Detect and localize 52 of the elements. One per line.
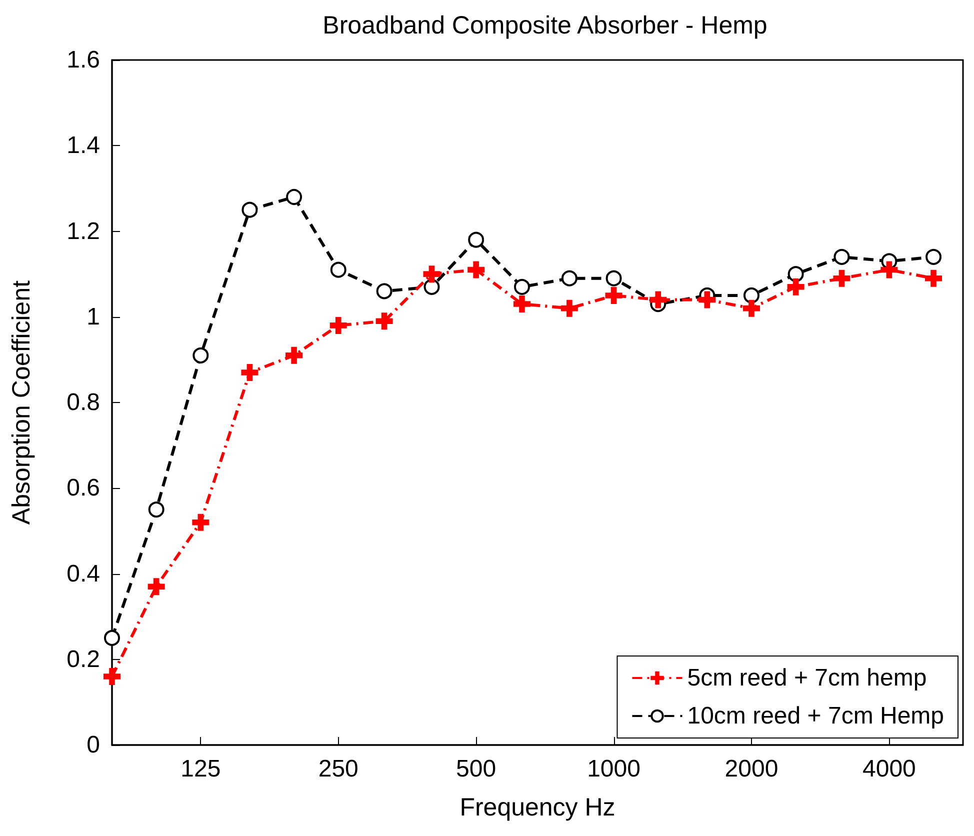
y-tick-label: 0 [86, 732, 100, 758]
x-axis-title: Frequency Hz [460, 794, 616, 822]
point [423, 266, 440, 283]
point [192, 347, 209, 364]
y-tick-label: 0.8 [66, 389, 100, 416]
point [513, 296, 530, 313]
y-tick-label: 1.4 [66, 132, 100, 160]
x-tick-label: 1000 [587, 756, 640, 782]
point [468, 232, 484, 248]
chart-title: Broadband Composite Absorber - Hemp [322, 12, 768, 40]
point [880, 261, 898, 278]
point [376, 312, 393, 330]
point [834, 248, 850, 265]
point [606, 270, 622, 286]
x-tick-label: 4000 [862, 756, 916, 782]
point [148, 502, 164, 518]
point [833, 270, 850, 287]
x-tick-label: 125 [180, 756, 221, 782]
point [560, 300, 578, 317]
point [926, 248, 942, 265]
point [192, 514, 210, 531]
point [330, 316, 347, 334]
point [788, 266, 804, 282]
point [514, 278, 530, 295]
x-tick-label: 500 [456, 756, 496, 782]
y-tick-label: 0.2 [66, 646, 100, 673]
y-tick-label: 0.4 [66, 560, 100, 588]
legend-label: 5cm reed + 7cm hemp [687, 664, 927, 692]
y-tick-label: 1.2 [66, 218, 100, 245]
point [330, 262, 346, 278]
y-axis-title: Absorption Coefficient [8, 280, 36, 525]
legend-label: 10cm reed + 7cm Hemp [687, 702, 944, 730]
y-tick-label: 1.6 [66, 46, 100, 74]
point [787, 278, 804, 296]
point [104, 668, 120, 685]
y-tick-label: 0.6 [66, 474, 100, 502]
point [376, 283, 392, 300]
point [468, 261, 485, 278]
point [925, 270, 942, 287]
point [104, 630, 120, 646]
point [148, 578, 165, 596]
point [743, 287, 760, 304]
point [742, 300, 760, 317]
y-tick-label: 1 [86, 303, 100, 330]
point [650, 291, 667, 308]
point [605, 286, 622, 304]
point [286, 189, 302, 205]
x-tick-label: 250 [318, 756, 358, 782]
point [286, 346, 303, 364]
point [424, 278, 440, 295]
x-tick-label: 2000 [724, 756, 778, 782]
point [561, 270, 578, 286]
